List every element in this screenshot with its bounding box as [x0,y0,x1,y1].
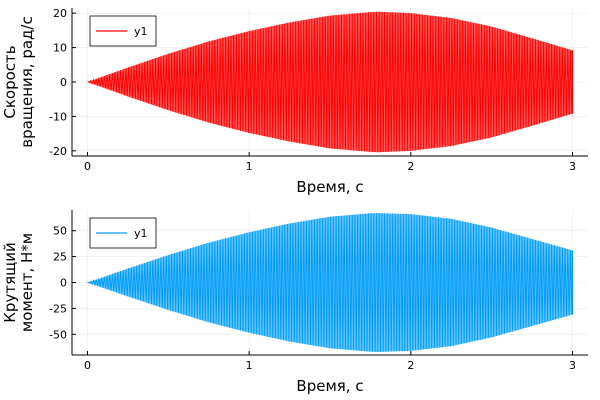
speed-x-axis-title: Время, с [296,178,363,196]
speed-x-tick-label: 1 [246,160,253,173]
torque-legend-label: y1 [134,227,148,240]
speed-legend-label: y1 [134,25,148,38]
speed-series-line [87,11,573,153]
speed-chart-panel: 0 1 2 3 -20 -10 0 10 20 Время, с Скорость вращения,… [1,7,588,196]
speed-x-tick-label: 2 [407,160,414,173]
torque-y-tick-label: -25 [49,302,67,315]
torque-y-axis-title-line: Крутящий [1,242,19,322]
speed-y-tick-label: 0 [60,76,67,89]
speed-y-tick-label: 20 [53,7,67,20]
torque-y-tick-label: 25 [53,251,67,264]
speed-y-tick-label: 10 [53,42,67,55]
torque-y-tick-label: -50 [49,328,67,341]
torque-y-tick-label: 50 [53,225,67,238]
speed-y-tick-label: -20 [49,145,67,158]
torque-x-tick-label: 3 [569,359,576,372]
speed-y-axis-title-line: Скорость [1,45,19,118]
torque-x-tick-label: 0 [84,359,91,372]
speed-x-tick-label: 3 [569,160,576,173]
torque-x-tick-label: 2 [407,359,414,372]
torque-x-tick-label: 1 [246,359,253,372]
speed-y-axis-title-line: вращения, рад/с [18,16,36,147]
speed-x-tick-label: 0 [84,160,91,173]
torque-series-line [87,213,573,352]
torque-y-axis-title-line: момент, Н*м [18,233,36,332]
torque-y-tick-label: 0 [60,277,67,290]
torque-x-axis-title: Время, с [296,377,363,395]
torque-chart-panel: 0 1 2 3 -50 -25 0 25 50 Время, с Крутящий момент, Н… [1,210,588,395]
speed-y-tick-label: -10 [49,110,67,123]
